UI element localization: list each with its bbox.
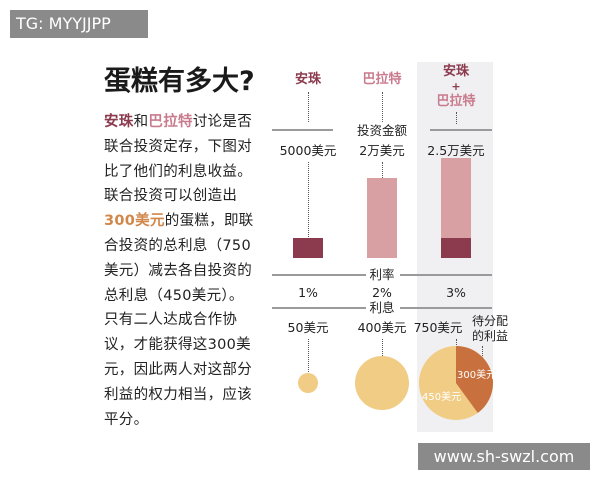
circle-balate	[354, 355, 410, 411]
watermark-bottom: www.sh-swzl.com	[418, 443, 590, 470]
col-header-combined-a: 安珠	[442, 64, 470, 79]
arrow-balate	[382, 92, 383, 122]
row-label-rate: 利率	[369, 267, 395, 282]
amount-balate: 2万美元	[359, 143, 405, 158]
row-label-interest: 利息	[369, 300, 395, 315]
col-header-balate: 巴拉特	[362, 72, 402, 87]
rate-combined: 3%	[446, 285, 466, 300]
rate-anzhu: 1%	[298, 285, 318, 300]
arrow-anzhu	[308, 92, 309, 122]
pie-surplus-slice	[456, 346, 493, 413]
leader-line	[308, 339, 309, 374]
pie-label-surplus: 300美元	[457, 370, 497, 381]
amount-combined: 2.5万美元	[427, 143, 485, 158]
leader-line	[382, 162, 383, 178]
name-anzhu: 安珠	[104, 114, 134, 130]
row-label-amount: 投资金额	[356, 123, 408, 138]
watermark-top: TG: MYYJJPP	[10, 10, 148, 38]
col-header-combined-b: 巴拉特	[436, 94, 476, 109]
bar-anzhu	[293, 238, 323, 258]
plus-sign: +	[451, 80, 461, 93]
text: 的蛋糕，即联合投资的总利息（750美元）减去各自投资的总利息（450美元）。只有…	[104, 213, 254, 428]
leader-line	[308, 162, 309, 239]
highlight-300: 300美元	[104, 213, 165, 230]
text: 和	[133, 114, 149, 130]
interest-balate: 400美元	[357, 320, 407, 335]
amount-anzhu: 5000美元	[279, 143, 337, 158]
divider	[400, 307, 492, 309]
col-header-anzhu: 安珠	[294, 72, 322, 87]
name-balate: 巴拉特	[148, 114, 193, 130]
interest-combined: 750美元	[413, 320, 463, 335]
divider	[430, 129, 492, 131]
divider	[272, 274, 366, 276]
surplus-label: 待分配的利益	[472, 314, 509, 343]
text: 讨论是否联合投资定存，下图对比了他们的利息收益。联合投资可以创造出	[104, 114, 253, 205]
leader-line	[482, 346, 483, 364]
leader-line	[456, 339, 457, 347]
rate-balate: 2%	[372, 285, 392, 300]
divider	[272, 129, 333, 131]
page-title: 蛋糕有多大?	[104, 66, 255, 97]
arrow-combined	[456, 112, 457, 124]
bar-balate	[367, 178, 397, 258]
divider	[272, 307, 366, 309]
description: 安珠和巴拉特讨论是否联合投资定存，下图对比了他们的利息收益。联合投资可以创造出 3…	[104, 110, 254, 432]
circle-anzhu	[298, 373, 318, 393]
pie-label-base: 450美元	[422, 392, 462, 403]
divider	[400, 274, 492, 276]
bar-combined-anzhu-part	[441, 238, 471, 258]
interest-anzhu: 50美元	[287, 320, 329, 335]
leader-line	[382, 339, 383, 356]
